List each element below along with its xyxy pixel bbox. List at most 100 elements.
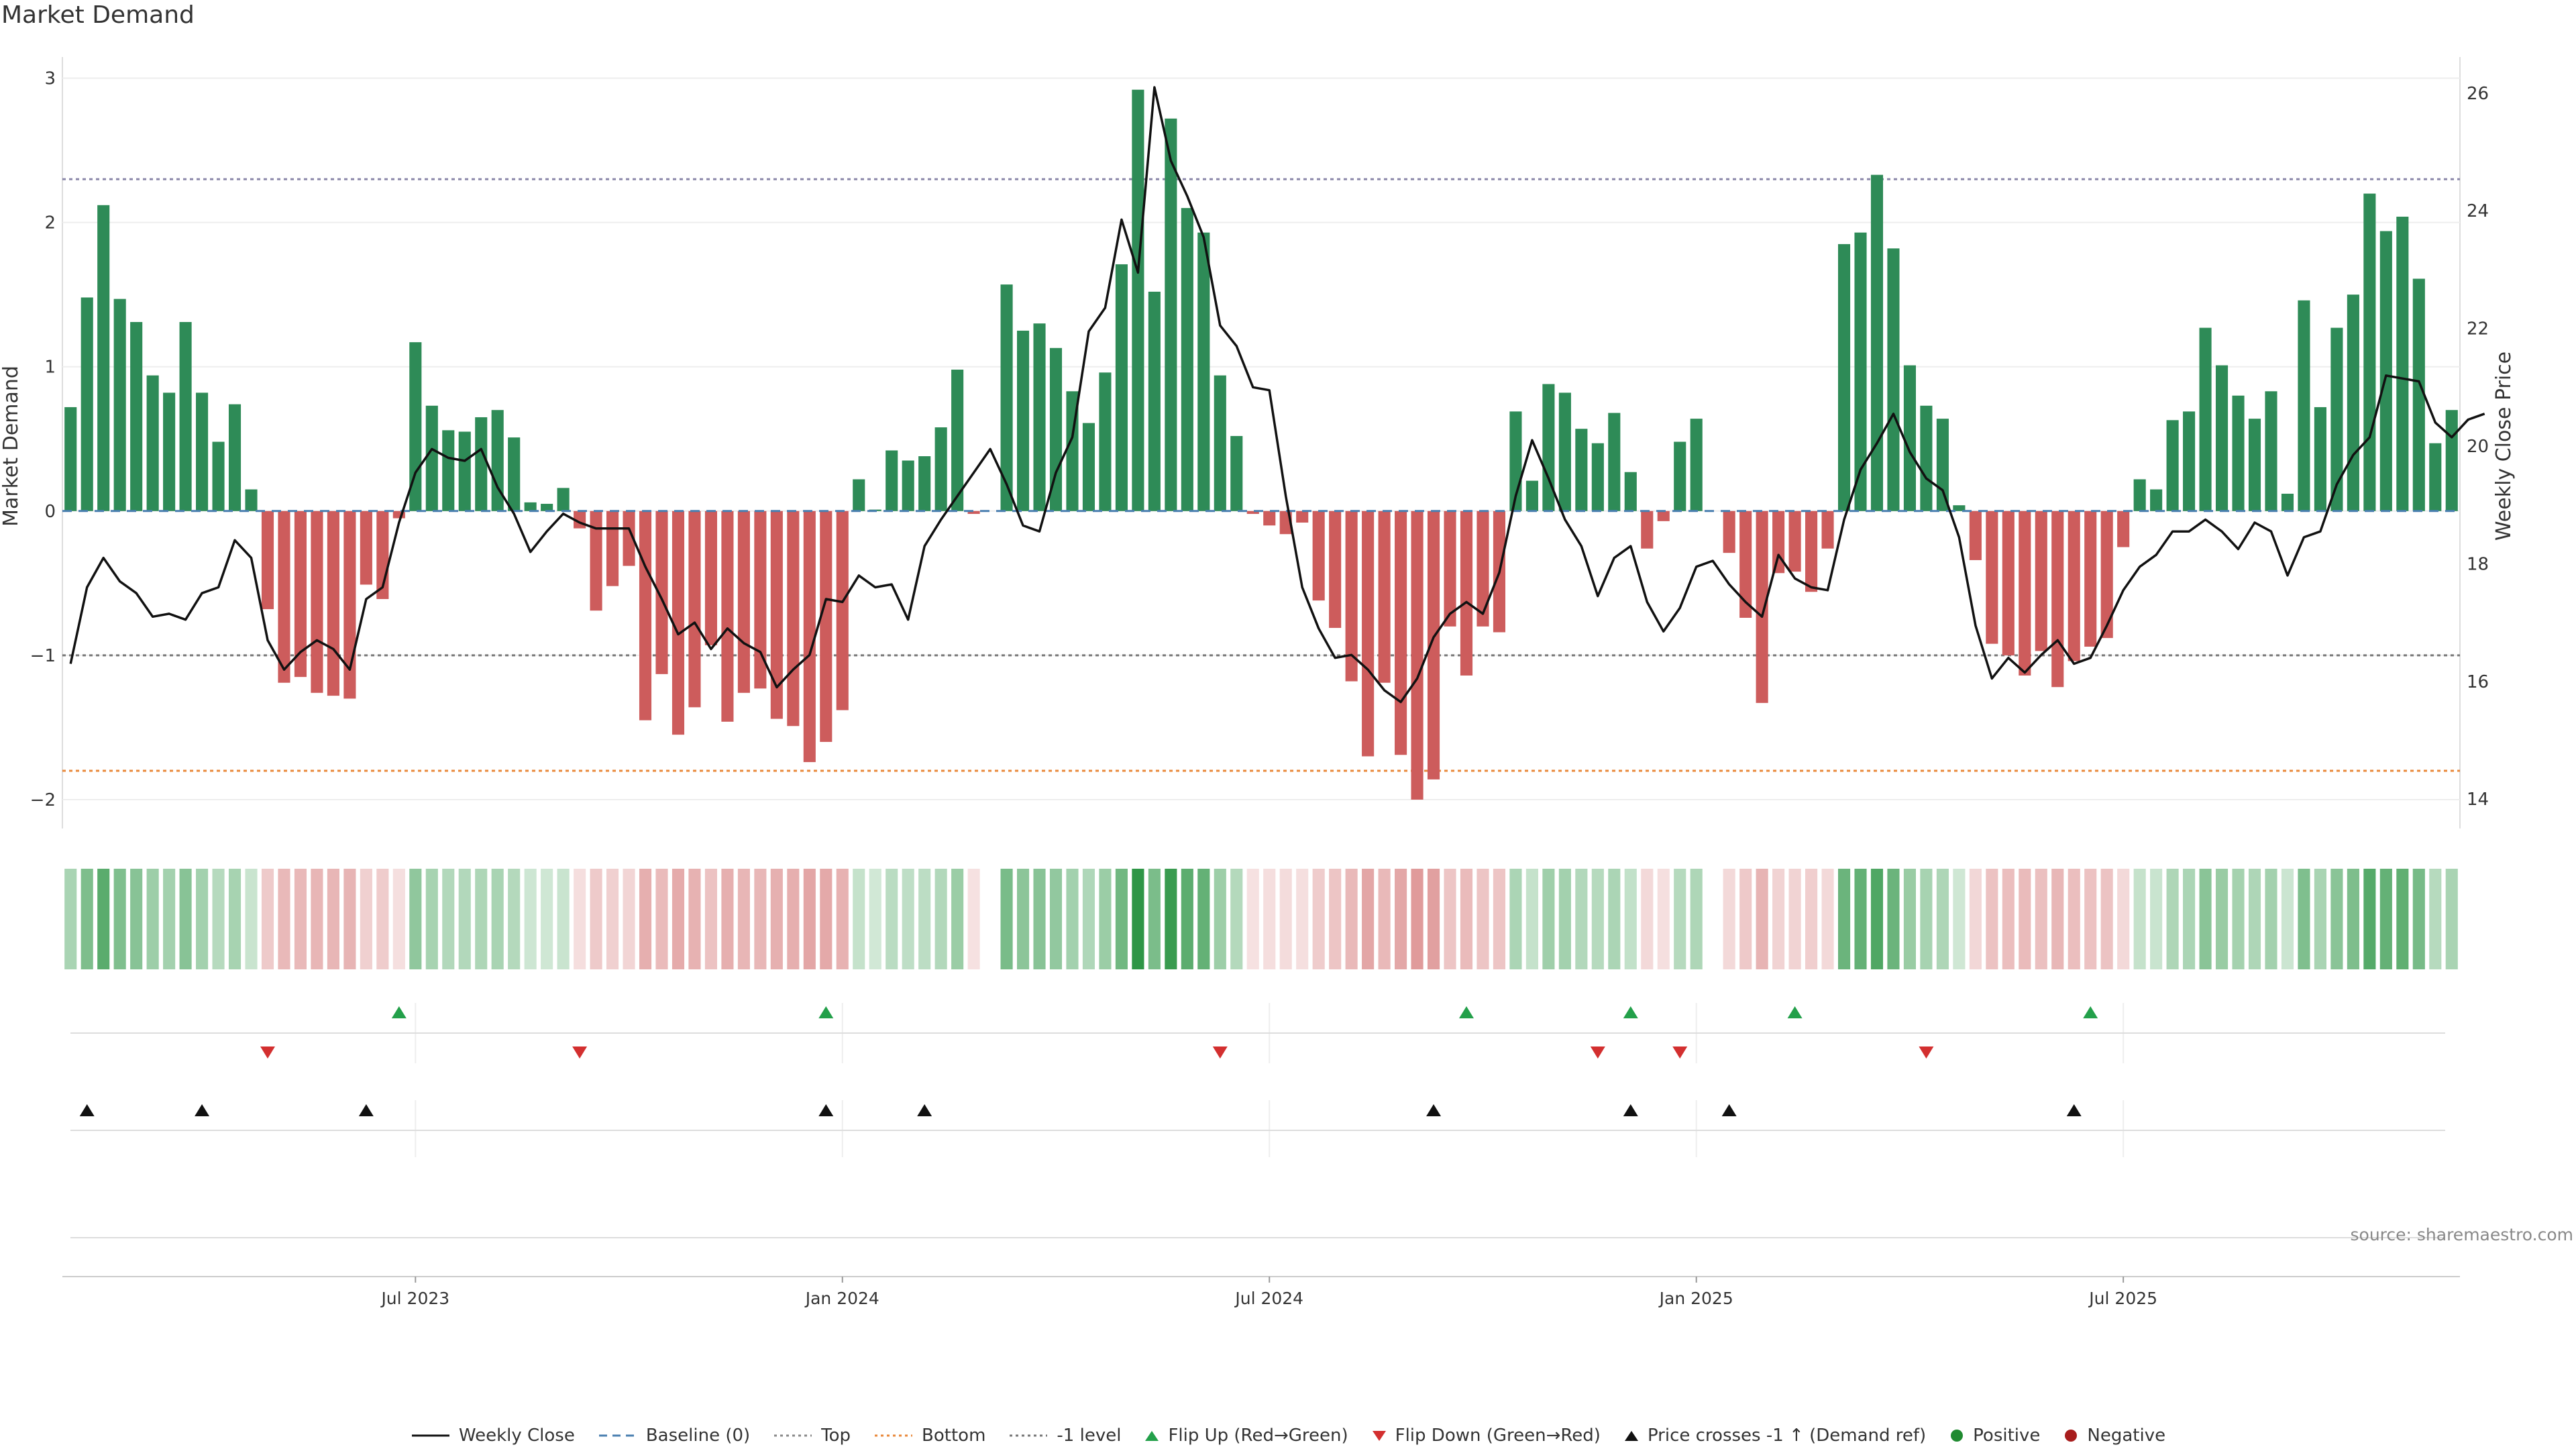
demand-bar <box>130 322 143 511</box>
heat-cell <box>918 869 931 969</box>
demand-bar <box>327 511 339 696</box>
y2-axis-title: Weekly Close Price <box>2492 352 2516 541</box>
flip-up-marker <box>818 1006 834 1018</box>
heat-cell <box>836 869 849 969</box>
demand-bar <box>311 511 323 693</box>
heat-cell <box>1427 869 1440 969</box>
legend-item-weekly-close[interactable]: Weekly Close <box>411 1426 575 1446</box>
demand-bar <box>1870 174 1884 511</box>
y2-tick-label: 14 <box>2467 790 2489 810</box>
heat-cell <box>1608 869 1621 969</box>
legend-item-flip-down[interactable]: Flip Down (Green→Red) <box>1371 1426 1601 1446</box>
y-axis-title: Market Demand <box>0 366 23 527</box>
demand-bar <box>951 370 964 511</box>
flip-down-marker <box>260 1046 275 1059</box>
heat-cell <box>2265 869 2277 969</box>
heat-cell <box>557 869 570 969</box>
demand-bar <box>1115 264 1128 511</box>
heat-cell <box>1049 869 1063 969</box>
legend-item-positive[interactable]: Positive <box>1949 1426 2040 1446</box>
legend-item-top[interactable]: Top <box>773 1426 851 1446</box>
demand-bar <box>1837 244 1851 511</box>
y2-tick-label: 24 <box>2467 201 2489 221</box>
demand-bar <box>1460 511 1473 676</box>
heat-cell <box>934 869 947 969</box>
triangle-down-icon <box>1372 1431 1386 1441</box>
demand-bar <box>2232 395 2245 511</box>
legend-item-negative[interactable]: Negative <box>2063 1426 2165 1446</box>
heat-cell <box>179 869 192 969</box>
heat-cell <box>2248 869 2261 969</box>
demand-bar <box>64 407 77 511</box>
x-tick-label: Jul 2025 <box>2088 1289 2157 1308</box>
heat-cell <box>1395 869 1407 969</box>
legend-item-flip-up[interactable]: Flip Up (Red→Green) <box>1144 1426 1348 1446</box>
demand-bar <box>721 511 734 722</box>
heat-cell <box>2314 869 2326 969</box>
y2-tick-label: 16 <box>2467 672 2489 692</box>
demand-bar <box>1542 384 1555 511</box>
heat-cell <box>2084 869 2097 969</box>
demand-bar <box>2035 511 2047 651</box>
heat-cell <box>672 869 685 969</box>
legend-item-bottom[interactable]: Bottom <box>873 1426 985 1446</box>
demand-bar <box>1378 511 1391 683</box>
heat-cell <box>902 869 914 969</box>
heat-cell <box>1444 869 1456 969</box>
demand-bar <box>1132 89 1144 511</box>
demand-bar <box>1329 511 1342 629</box>
price-cross-marker <box>1721 1104 1737 1116</box>
price-cross-marker <box>79 1104 95 1116</box>
demand-bar <box>1148 291 1161 511</box>
demand-bar <box>672 511 685 735</box>
demand-bar <box>1575 429 1588 511</box>
demand-bar <box>557 488 570 511</box>
heat-cell <box>853 869 865 969</box>
heat-cell <box>2035 869 2047 969</box>
heat-cell <box>1953 869 1966 969</box>
heat-cell <box>1099 869 1112 969</box>
demand-bar <box>688 511 701 708</box>
heat-cell <box>1345 869 1358 969</box>
legend-label: -1 level <box>1057 1426 1122 1446</box>
price-cross-marker <box>917 1104 932 1116</box>
legend-item-price-cross[interactable]: Price crosses -1 ↑ (Demand ref) <box>1623 1426 1926 1446</box>
heat-cell <box>2068 869 2080 969</box>
demand-bar <box>623 511 635 566</box>
demand-bar <box>2363 193 2376 511</box>
heat-cell <box>2281 869 2294 969</box>
heat-cell <box>1000 869 1013 969</box>
dashed-line-icon <box>598 1434 637 1437</box>
legend-label: Flip Up (Red→Green) <box>1168 1426 1348 1446</box>
heat-cell <box>655 869 668 969</box>
x-tick-label: Jul 2023 <box>380 1289 449 1308</box>
demand-bar <box>1772 511 1785 574</box>
heat-cell <box>1378 869 1391 969</box>
heat-cell <box>541 869 553 969</box>
heat-cell <box>2117 869 2130 969</box>
demand-bar <box>918 456 931 511</box>
heat-cell <box>64 869 77 969</box>
legend-item-minus-one[interactable]: -1 level <box>1008 1426 1121 1446</box>
heat-cell <box>1591 869 1604 969</box>
y-tick-label: 2 <box>44 213 56 233</box>
heat-cell <box>1674 869 1686 969</box>
heat-cell <box>2019 869 2031 969</box>
legend-item-baseline[interactable]: Baseline (0) <box>598 1426 750 1446</box>
demand-bar <box>2100 511 2113 639</box>
demand-bar <box>1624 472 1637 511</box>
demand-bar <box>508 437 521 511</box>
dot-icon <box>1951 1430 1964 1442</box>
heat-cell <box>1525 869 1538 969</box>
solid-line-icon <box>411 1434 449 1437</box>
flip-down-marker <box>1590 1046 1605 1059</box>
demand-bar <box>1033 323 1046 511</box>
flip-down-marker <box>1212 1046 1228 1059</box>
demand-bar <box>475 417 488 511</box>
demand-bar <box>1000 284 1013 511</box>
demand-bar <box>803 511 816 763</box>
heat-cell <box>1854 869 1867 969</box>
heat-cell <box>1493 869 1506 969</box>
dotted-line-icon <box>875 1434 913 1437</box>
